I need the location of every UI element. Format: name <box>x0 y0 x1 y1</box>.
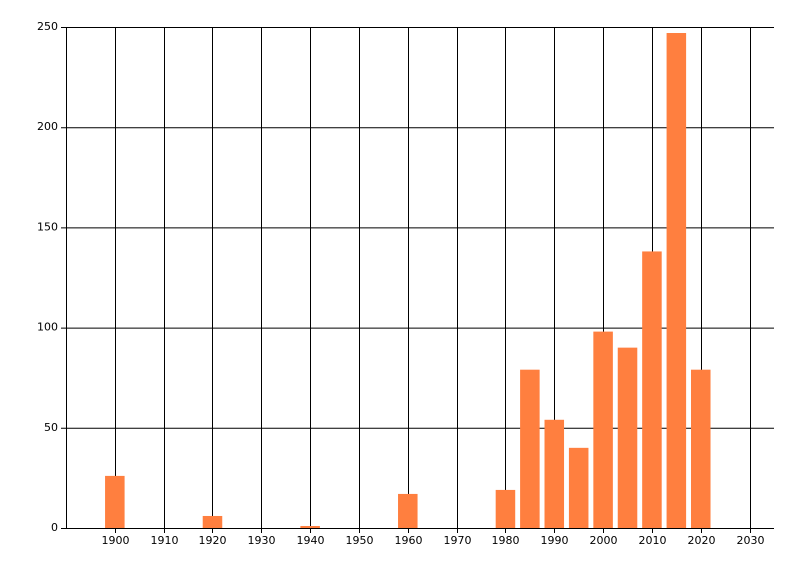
x-tick-label: 1970 <box>444 534 472 547</box>
x-tick-label: 1940 <box>297 534 325 547</box>
x-tick-label: 1900 <box>102 534 130 547</box>
x-tick-label: 1950 <box>346 534 374 547</box>
bar <box>642 251 662 528</box>
bar <box>398 493 418 528</box>
bar <box>544 419 565 528</box>
y-tick-label: 0 <box>51 521 58 534</box>
x-tick-label: 1980 <box>492 534 520 547</box>
y-tick-label: 150 <box>37 220 58 233</box>
bar <box>105 475 125 528</box>
y-tick-label: 250 <box>37 20 58 33</box>
x-tick-label: 2000 <box>590 534 618 547</box>
y-tick-label: 200 <box>37 120 58 133</box>
x-tick-label: 2030 <box>737 534 765 547</box>
y-tick-label: 100 <box>37 321 58 334</box>
bar <box>202 515 223 528</box>
bar <box>666 33 687 529</box>
y-tick-label: 50 <box>44 421 58 434</box>
bar <box>593 331 613 528</box>
bar <box>495 489 516 528</box>
bar <box>520 369 540 528</box>
bar <box>617 347 638 528</box>
x-tick-label: 2020 <box>688 534 716 547</box>
bar <box>568 447 589 528</box>
x-tick-label: 1930 <box>248 534 276 547</box>
bar <box>690 369 711 528</box>
x-tick-label: 2010 <box>639 534 667 547</box>
x-tick-label: 1920 <box>199 534 227 547</box>
x-tick-label: 1960 <box>395 534 423 547</box>
bar <box>300 525 320 528</box>
x-tick-label: 1990 <box>541 534 569 547</box>
x-tick-label: 1910 <box>151 534 179 547</box>
